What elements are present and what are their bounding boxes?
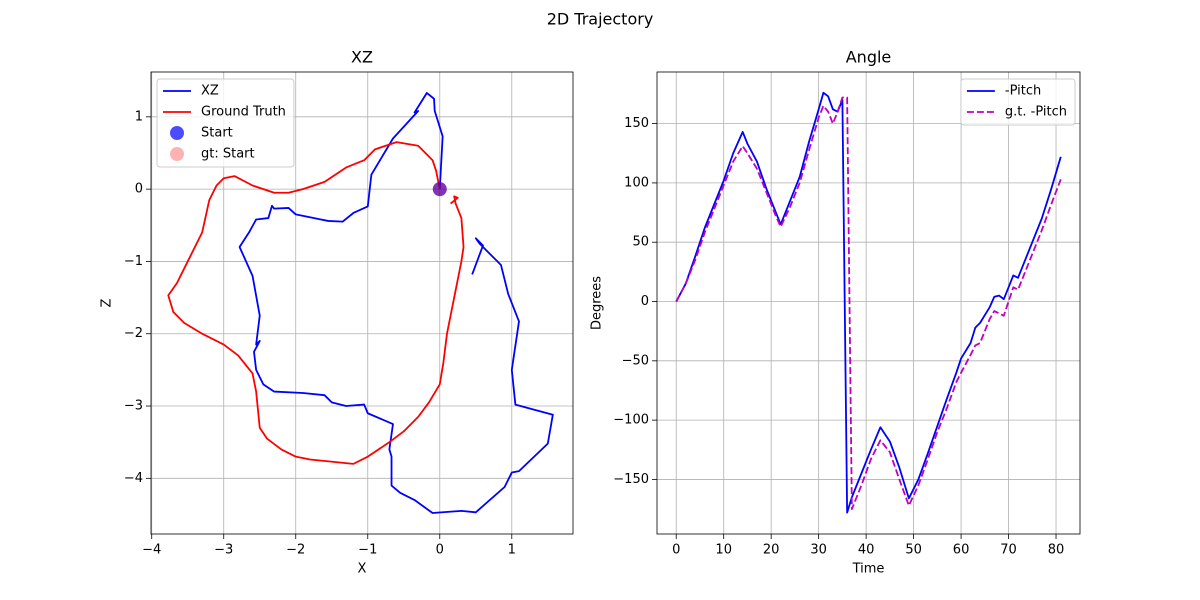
axes-frame: [656, 71, 1081, 535]
series-line: [675, 91, 1062, 514]
x-tick-label: 40: [858, 543, 875, 558]
x-tick-label: 70: [1000, 543, 1017, 558]
series-line: [238, 92, 554, 514]
y-tick-label: 0: [135, 182, 143, 197]
y-tick-label: −100: [613, 413, 649, 428]
legend-label: XZ: [201, 84, 219, 99]
x-tick-label: −2: [286, 543, 305, 558]
plot-area: [675, 91, 1062, 514]
legend-marker: [170, 126, 184, 140]
x-tick-label: 30: [810, 543, 827, 558]
x-tick-label: −4: [142, 543, 161, 558]
x-tick-label: −3: [214, 543, 233, 558]
legend-marker: [170, 147, 184, 161]
x-tick-label: 60: [953, 543, 970, 558]
plot-area: [167, 92, 554, 514]
subplot: 0 10 20 30 40 50 60 70 80 −150 −100 −50 0 50 100 150 Ang…: [590, 48, 1081, 577]
x-tick-label: 20: [763, 543, 780, 558]
y-tick-label: 150: [624, 116, 649, 131]
y-tick-label: −4: [124, 471, 143, 486]
figure-title: 2D Trajectory: [547, 10, 654, 29]
x-tick-label: 10: [715, 543, 732, 558]
axes-frame: [150, 71, 574, 535]
x-axis-label: X: [358, 562, 367, 577]
axes-title: Angle: [846, 48, 892, 67]
legend-label: Ground Truth: [201, 105, 286, 120]
y-tick-label: −150: [613, 472, 649, 487]
series-line: [167, 141, 465, 465]
x-axis-label: Time: [852, 562, 885, 577]
legend-box: [156, 78, 295, 168]
scatter-point: [432, 182, 447, 197]
legend: -Pitch g.t. -Pitch: [960, 78, 1076, 126]
x-tick-label: 0: [436, 543, 444, 558]
y-tick-label: 100: [624, 175, 649, 190]
y-tick-label: −1: [124, 254, 143, 269]
legend-label: gt: Start: [201, 147, 255, 162]
y-axis-label: Z: [100, 298, 115, 307]
axes-title: XZ: [351, 48, 373, 67]
legend: XZ Ground Truth Start gt: Start: [156, 78, 295, 168]
y-axis-label: Degrees: [590, 276, 605, 330]
y-tick-label: −2: [124, 326, 143, 341]
scatter-point: [432, 182, 447, 197]
x-tick-label: 50: [905, 543, 922, 558]
legend-label: -Pitch: [1005, 84, 1041, 99]
y-tick-label: 0: [641, 294, 649, 309]
x-tick-label: 1: [508, 543, 516, 558]
legend-label: Start: [201, 126, 233, 141]
x-tick-label: 80: [1048, 543, 1065, 558]
y-tick-label: 50: [632, 235, 649, 250]
y-tick-label: −50: [622, 353, 649, 368]
y-tick-label: 1: [135, 109, 143, 124]
y-tick-label: −3: [124, 399, 143, 414]
series-line: [675, 96, 1062, 510]
x-tick-label: −1: [358, 543, 377, 558]
x-tick-label: 0: [672, 543, 680, 558]
legend-label: g.t. -Pitch: [1005, 105, 1067, 120]
